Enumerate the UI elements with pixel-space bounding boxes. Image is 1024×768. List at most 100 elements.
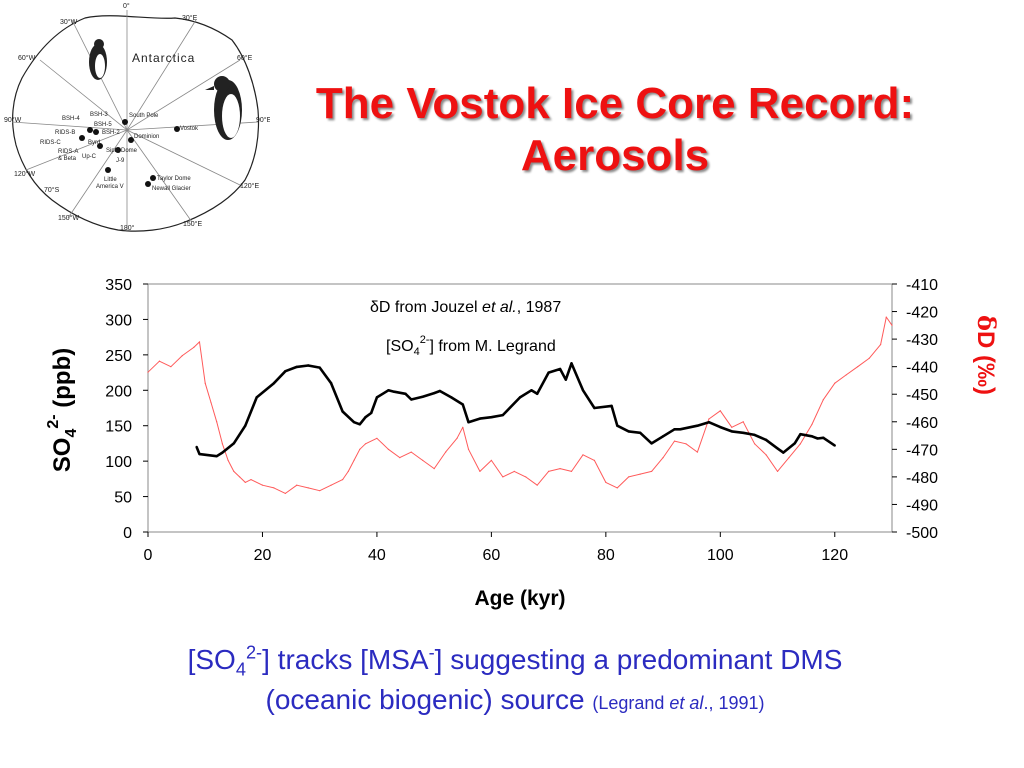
data-point-dD	[879, 344, 882, 346]
data-point-so4	[392, 390, 396, 393]
site-label: BSH-2	[102, 130, 120, 136]
y-left-tick-label: 300	[105, 312, 132, 329]
data-point-so4	[438, 389, 442, 393]
plot-frame	[147, 283, 893, 533]
data-point-dD	[868, 357, 870, 359]
y-left-tick-label: 150	[105, 419, 132, 436]
data-point-so4	[782, 451, 785, 454]
site-label: RIDS-B	[55, 130, 75, 136]
site-label: Little	[104, 177, 117, 183]
y-right-tick-label: -480	[906, 470, 938, 487]
data-point-dD	[799, 443, 802, 445]
lon-label: 120°W	[14, 170, 35, 178]
data-point-so4	[810, 435, 814, 438]
y-left-tick-label: 100	[105, 454, 132, 471]
data-point-dD	[708, 418, 710, 420]
y-left-tick-label: 350	[105, 277, 132, 294]
data-point-dD	[445, 451, 447, 453]
data-point-so4	[198, 452, 201, 456]
y-axis-left-label: SO42- (ppb)	[45, 348, 80, 472]
data-point-so4	[318, 366, 321, 369]
data-point-dD	[616, 487, 618, 489]
data-point-dD	[250, 479, 252, 481]
y-left-tick-label: 250	[105, 348, 132, 365]
data-point-so4	[404, 392, 407, 396]
lon-label: 90°E	[256, 116, 270, 124]
site-label: BSH-3	[90, 112, 108, 118]
data-point-dD	[233, 470, 235, 472]
data-point-so4	[387, 389, 390, 392]
site-label: Up-C	[82, 154, 97, 160]
caption-line-2: (oceanic biogenic) source (Legrand et al…	[265, 684, 765, 715]
data-point-dD	[490, 459, 492, 461]
data-point-dD	[210, 401, 212, 404]
data-point-dD	[765, 454, 767, 456]
data-point-so4	[352, 420, 356, 424]
data-point-dD	[662, 457, 664, 459]
x-tick-label: 40	[368, 547, 386, 564]
data-point-so4	[255, 396, 258, 399]
data-point-dD	[479, 470, 481, 472]
data-point-so4	[570, 362, 573, 365]
site-label: J-9	[116, 158, 125, 164]
lon-label: 60°E	[237, 54, 253, 62]
data-point-dD	[845, 374, 847, 376]
data-point-dD	[788, 457, 790, 459]
data-point-dD	[399, 457, 401, 459]
data-point-so4	[581, 389, 585, 392]
data-point-dD	[742, 421, 744, 423]
data-point-dD	[731, 426, 733, 428]
data-point-dD	[719, 410, 721, 412]
map-title: Antarctica	[132, 51, 195, 65]
data-point-dD	[353, 459, 355, 461]
site-label: Vostok	[180, 126, 199, 132]
data-point-so4	[329, 382, 333, 385]
caption-line-1: [SO42-] tracks [MSA-] suggesting a predo…	[187, 642, 843, 680]
data-point-dD	[387, 448, 389, 450]
data-point-so4	[793, 442, 796, 445]
site-label: America V	[96, 184, 124, 190]
x-tick-label: 20	[254, 547, 272, 564]
y-right-tick-label: -500	[906, 525, 938, 542]
data-point-so4	[341, 410, 344, 413]
site-label: Taylor Dome	[157, 176, 191, 182]
data-point-dD	[330, 484, 332, 486]
data-point-dD	[204, 382, 206, 384]
data-point-so4	[244, 424, 247, 427]
data-point-so4	[776, 447, 779, 450]
site-label: Dominion	[134, 134, 159, 140]
data-point-so4	[833, 444, 836, 447]
antarctica-outline	[12, 15, 260, 232]
data-point-so4	[627, 430, 630, 433]
data-point-so4	[650, 442, 653, 445]
x-tick-label: 100	[707, 547, 734, 564]
x-tick-label: 80	[597, 547, 615, 564]
data-point-so4	[295, 365, 298, 369]
data-point-dD	[570, 470, 573, 472]
data-point-so4	[478, 417, 482, 420]
data-point-dD	[341, 479, 344, 481]
annotation-dd: δD from Jouzel et al., 1987	[370, 299, 561, 316]
data-point-dD	[347, 470, 349, 472]
data-point-so4	[616, 424, 619, 427]
lon-label: 60°W	[18, 54, 36, 62]
data-point-dD	[193, 346, 195, 348]
data-point-dD	[359, 448, 361, 450]
data-point-dD	[284, 492, 286, 495]
data-point-dD	[593, 459, 596, 461]
lon-label: 120°E	[240, 182, 259, 190]
data-point-dD	[376, 437, 378, 439]
y-right-tick-label: -490	[906, 497, 938, 514]
data-point-dD	[776, 470, 779, 472]
data-point-dD	[198, 341, 201, 343]
data-point-so4	[307, 364, 310, 367]
lon-label: 30°W	[60, 18, 78, 26]
data-point-dD	[536, 484, 538, 486]
data-point-dD	[639, 473, 641, 475]
lon-label: 180°	[120, 224, 135, 232]
y-right-tick-label: -420	[906, 305, 938, 322]
y-right-tick-label: -460	[906, 415, 938, 432]
data-point-dD	[216, 421, 218, 423]
data-point-dD	[158, 360, 161, 362]
